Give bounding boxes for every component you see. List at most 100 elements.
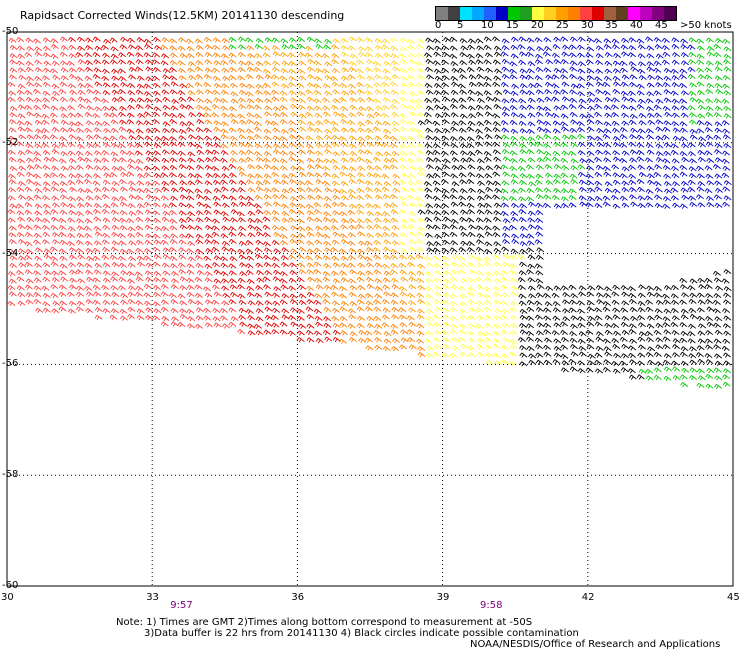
wind-barb — [196, 201, 205, 207]
legend-label: >50 knots — [680, 20, 732, 31]
wind-barb — [647, 74, 656, 80]
wind-barb — [688, 323, 697, 329]
wind-barb — [466, 136, 475, 142]
wind-barb — [687, 105, 696, 111]
wind-barb — [177, 150, 186, 156]
wind-barb — [578, 195, 587, 201]
wind-barb — [288, 127, 297, 133]
wind-barb — [43, 173, 52, 179]
wind-barb — [271, 262, 280, 269]
wind-barb — [536, 164, 544, 170]
wind-barb — [237, 127, 246, 134]
wind-barb — [255, 186, 264, 192]
wind-barb — [611, 361, 620, 367]
wind-barb — [536, 105, 545, 111]
wind-barb — [143, 201, 152, 208]
wind-barb — [255, 83, 264, 90]
wind-barb — [475, 225, 484, 231]
wind-barb — [468, 269, 477, 275]
wind-barb — [50, 53, 59, 59]
wind-barb — [611, 299, 620, 306]
wind-barb — [638, 172, 647, 178]
wind-barb — [696, 45, 705, 51]
wind-barb — [662, 359, 671, 366]
lat-tick-label: -56 — [2, 358, 19, 370]
wind-barb — [341, 90, 350, 96]
wind-barb — [434, 75, 443, 82]
wind-barb — [169, 157, 178, 163]
wind-barb — [289, 270, 298, 276]
wind-barb — [33, 292, 42, 298]
wind-barb — [339, 338, 347, 344]
wind-barb — [621, 37, 630, 44]
wind-barb — [671, 98, 680, 104]
wind-barb — [671, 105, 680, 111]
wind-barb — [263, 151, 272, 157]
wind-barb — [467, 164, 476, 170]
wind-barb — [366, 75, 375, 81]
wind-barb — [212, 37, 221, 43]
wind-barb — [535, 111, 544, 117]
wind-barb — [101, 44, 109, 51]
wind-barb — [645, 128, 654, 134]
wind-barb — [672, 352, 680, 358]
wind-barb — [75, 179, 84, 185]
wind-barb — [264, 98, 273, 104]
wind-barb — [211, 231, 220, 237]
wind-barb — [77, 187, 86, 194]
wind-barb — [721, 158, 730, 164]
wind-barb — [111, 89, 120, 95]
wind-barb — [663, 67, 672, 74]
wind-barb — [417, 171, 426, 177]
wind-barb — [60, 67, 69, 73]
wind-barb — [315, 150, 324, 156]
wind-barb — [442, 158, 451, 164]
wind-barb — [118, 52, 126, 58]
wind-barb — [569, 127, 578, 134]
wind-barb — [348, 224, 357, 230]
wind-barb — [636, 150, 645, 156]
wind-barb — [35, 247, 43, 253]
wind-barb — [110, 119, 119, 125]
wind-barb — [18, 255, 27, 261]
wind-barb — [416, 44, 425, 50]
wind-barb — [679, 277, 688, 284]
wind-barb — [135, 66, 144, 72]
wind-barb — [212, 316, 221, 322]
wind-barb — [221, 278, 230, 284]
wind-barb — [323, 211, 332, 217]
wind-barb — [212, 308, 221, 314]
wind-barb — [459, 89, 468, 95]
wind-barb — [680, 308, 689, 314]
wind-barb — [348, 66, 357, 73]
wind-barb — [570, 158, 579, 164]
wind-barb — [237, 211, 245, 217]
wind-barb — [638, 113, 647, 119]
wind-barb — [332, 322, 341, 329]
wind-barb — [476, 262, 484, 268]
wind-barb — [621, 120, 630, 126]
wind-barb — [476, 239, 484, 245]
wind-barb — [213, 60, 222, 66]
wind-barb — [416, 314, 425, 320]
wind-barb — [374, 262, 383, 268]
wind-barb — [619, 142, 628, 149]
wind-barb — [551, 330, 560, 336]
wind-barb — [501, 149, 510, 155]
legend-swatch — [664, 7, 676, 20]
wind-barb — [195, 193, 204, 200]
wind-barb — [247, 330, 256, 336]
wind-barb — [271, 240, 280, 246]
wind-barb — [127, 203, 136, 209]
wind-barb — [484, 306, 492, 312]
wind-barb — [42, 195, 50, 201]
wind-barb — [671, 299, 680, 306]
wind-barb — [407, 38, 415, 45]
wind-barb — [262, 241, 271, 247]
wind-barb — [323, 44, 332, 50]
wind-barb — [688, 166, 697, 172]
wind-barb — [204, 216, 213, 222]
wind-barb — [179, 233, 187, 239]
wind-barb — [373, 67, 382, 73]
wind-barb — [637, 307, 646, 313]
